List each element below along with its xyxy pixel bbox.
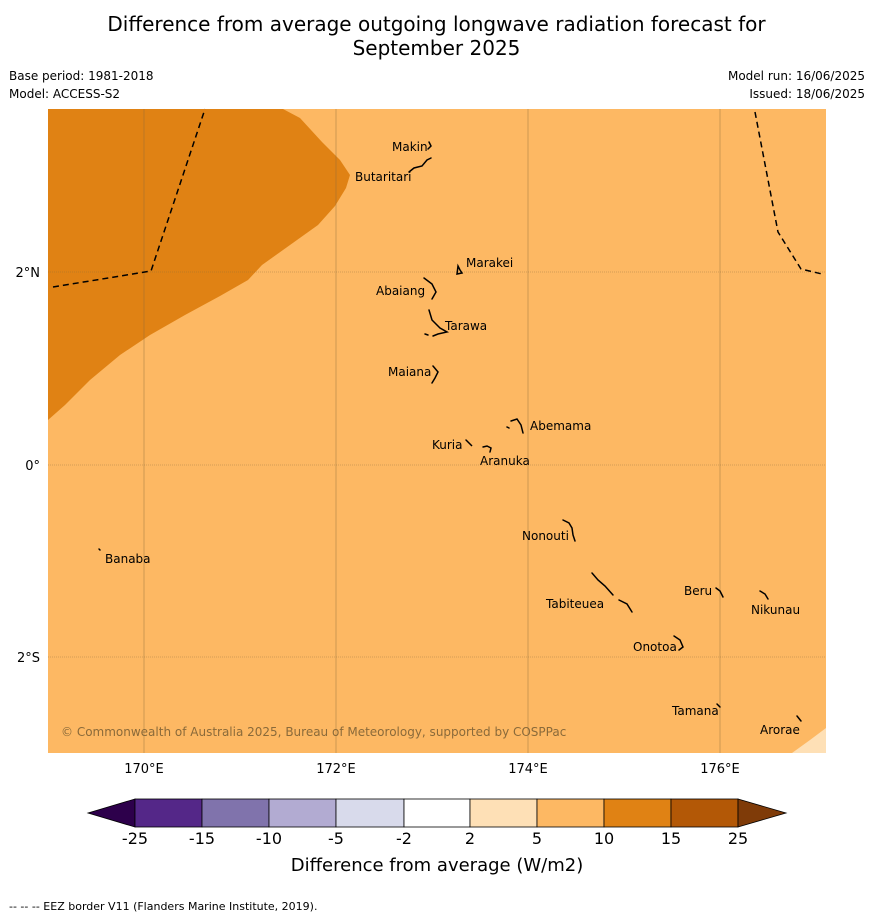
label-tamana: Tamana — [671, 704, 719, 718]
label-butaritari: Butaritari — [355, 170, 412, 184]
label-marakei: Marakei — [466, 256, 513, 270]
map-panel: Makin Butaritari Marakei Abaiang Tarawa … — [48, 108, 826, 753]
label-nikunau: Nikunau — [751, 603, 800, 617]
lat-label-0: 0° — [25, 459, 40, 474]
cb-tick-3: -5 — [328, 829, 344, 848]
colorbar-ticks: -25 -15 -10 -5 -2 2 5 10 15 25 Differenc… — [122, 829, 748, 876]
colorbar-bin-2 — [201, 798, 270, 828]
title-line-1: Difference from average outgoing longwav… — [107, 12, 766, 36]
meta-right: Model run: 16/06/2025 Issued: 18/06/2025 — [728, 67, 865, 103]
lon-label-170e: 170°E — [124, 762, 164, 777]
label-abaiang: Abaiang — [376, 284, 425, 298]
island-outlines — [98, 141, 802, 722]
lon-label-174e: 174°E — [508, 762, 548, 777]
label-aranuka: Aranuka — [480, 454, 530, 468]
island-tabiteuea — [591, 572, 614, 596]
island-labels: Makin Butaritari Marakei Abaiang Tarawa … — [105, 140, 800, 737]
copyright-notice: © Commonwealth of Australia 2025, Bureau… — [61, 725, 566, 739]
axis-labels: 2°N 0° 2°S 170°E 172°E 174°E 176°E — [16, 266, 740, 777]
label-tarawa: Tarawa — [444, 319, 487, 333]
island-maiana — [431, 365, 439, 384]
island-marakei — [456, 263, 464, 275]
field-10-to-15 — [48, 109, 350, 420]
cb-tick-4: -2 — [396, 829, 412, 848]
island-abemama-islet — [506, 426, 510, 429]
island-tarawa — [428, 309, 450, 337]
island-kuria — [465, 439, 473, 447]
label-nonouti: Nonouti — [522, 529, 569, 543]
island-nonouti — [562, 519, 576, 542]
island-beru — [715, 587, 724, 598]
island-onotoa — [673, 635, 684, 651]
label-arorae: Arorae — [760, 723, 800, 737]
island-makin — [427, 141, 432, 150]
cb-tick-8: 15 — [661, 829, 681, 848]
cb-tick-9: 25 — [728, 829, 748, 848]
island-nikunau — [759, 590, 769, 600]
issued-date: Issued: 18/06/2025 — [749, 87, 865, 101]
island-butaritari — [408, 157, 432, 173]
cb-tick-6: 5 — [532, 829, 542, 848]
lat-label-2n: 2°N — [16, 266, 41, 281]
cb-tick-5: 2 — [465, 829, 475, 848]
island-abaiang — [423, 277, 437, 300]
model-name: Model: ACCESS-S2 — [9, 87, 121, 101]
field-2-to-5 — [792, 728, 826, 753]
meta-left: Base period: 1981-2018 Model: ACCESS-S2 — [9, 67, 154, 103]
lon-label-172e: 172°E — [316, 762, 356, 777]
island-arorae — [796, 715, 802, 722]
colorbar-bin-6 — [469, 798, 538, 828]
label-kuria: Kuria — [432, 438, 463, 452]
model-run: Model run: 16/06/2025 — [727, 69, 865, 83]
label-makin: Makin — [392, 140, 428, 154]
colorbar-bin-5 — [403, 798, 471, 828]
colorbar-bin-3 — [268, 798, 337, 828]
colorbar-above-max — [737, 798, 788, 828]
colorbar-below-min — [86, 798, 136, 828]
island-abemama — [510, 418, 524, 434]
label-banaba: Banaba — [105, 552, 151, 566]
cb-tick-1: -15 — [189, 829, 215, 848]
eez-footnote: -- -- -- EEZ border V11 (Flanders Marine… — [9, 900, 318, 913]
colorbar-bin-9 — [670, 798, 739, 828]
cb-tick-0: -25 — [122, 829, 148, 848]
label-onotoa: Onotoa — [633, 640, 677, 654]
colorbar-title: Difference from average (W/m2) — [291, 855, 583, 876]
map-title: Difference from average outgoing longwav… — [0, 12, 873, 60]
eez-borders — [52, 108, 823, 288]
eez-border-east — [754, 111, 823, 275]
island-tamana — [716, 703, 721, 708]
eez-border-west — [52, 108, 206, 288]
cb-tick-2: -10 — [256, 829, 282, 848]
island-tabiteuea-south — [618, 599, 633, 613]
colorbar-bin-7 — [536, 798, 605, 828]
label-maiana: Maiana — [388, 365, 431, 379]
colorbar — [86, 798, 788, 828]
label-abemama: Abemama — [530, 419, 591, 433]
lon-label-176e: 176°E — [700, 762, 740, 777]
base-period: Base period: 1981-2018 — [9, 69, 154, 83]
colorbar-bin-8 — [603, 798, 672, 828]
colorbar-bin-4 — [335, 798, 405, 828]
island-aranuka — [482, 445, 492, 453]
title-line-2: September 2025 — [352, 36, 521, 60]
island-banaba — [98, 548, 101, 551]
label-tabiteuea: Tabiteuea — [545, 597, 604, 611]
colorbar-bin-1 — [134, 798, 203, 828]
gridlines — [48, 109, 826, 753]
lat-label-2s: 2°S — [17, 651, 40, 666]
island-tarawa-south — [424, 333, 429, 336]
label-beru: Beru — [684, 584, 712, 598]
cb-tick-7: 10 — [594, 829, 614, 848]
